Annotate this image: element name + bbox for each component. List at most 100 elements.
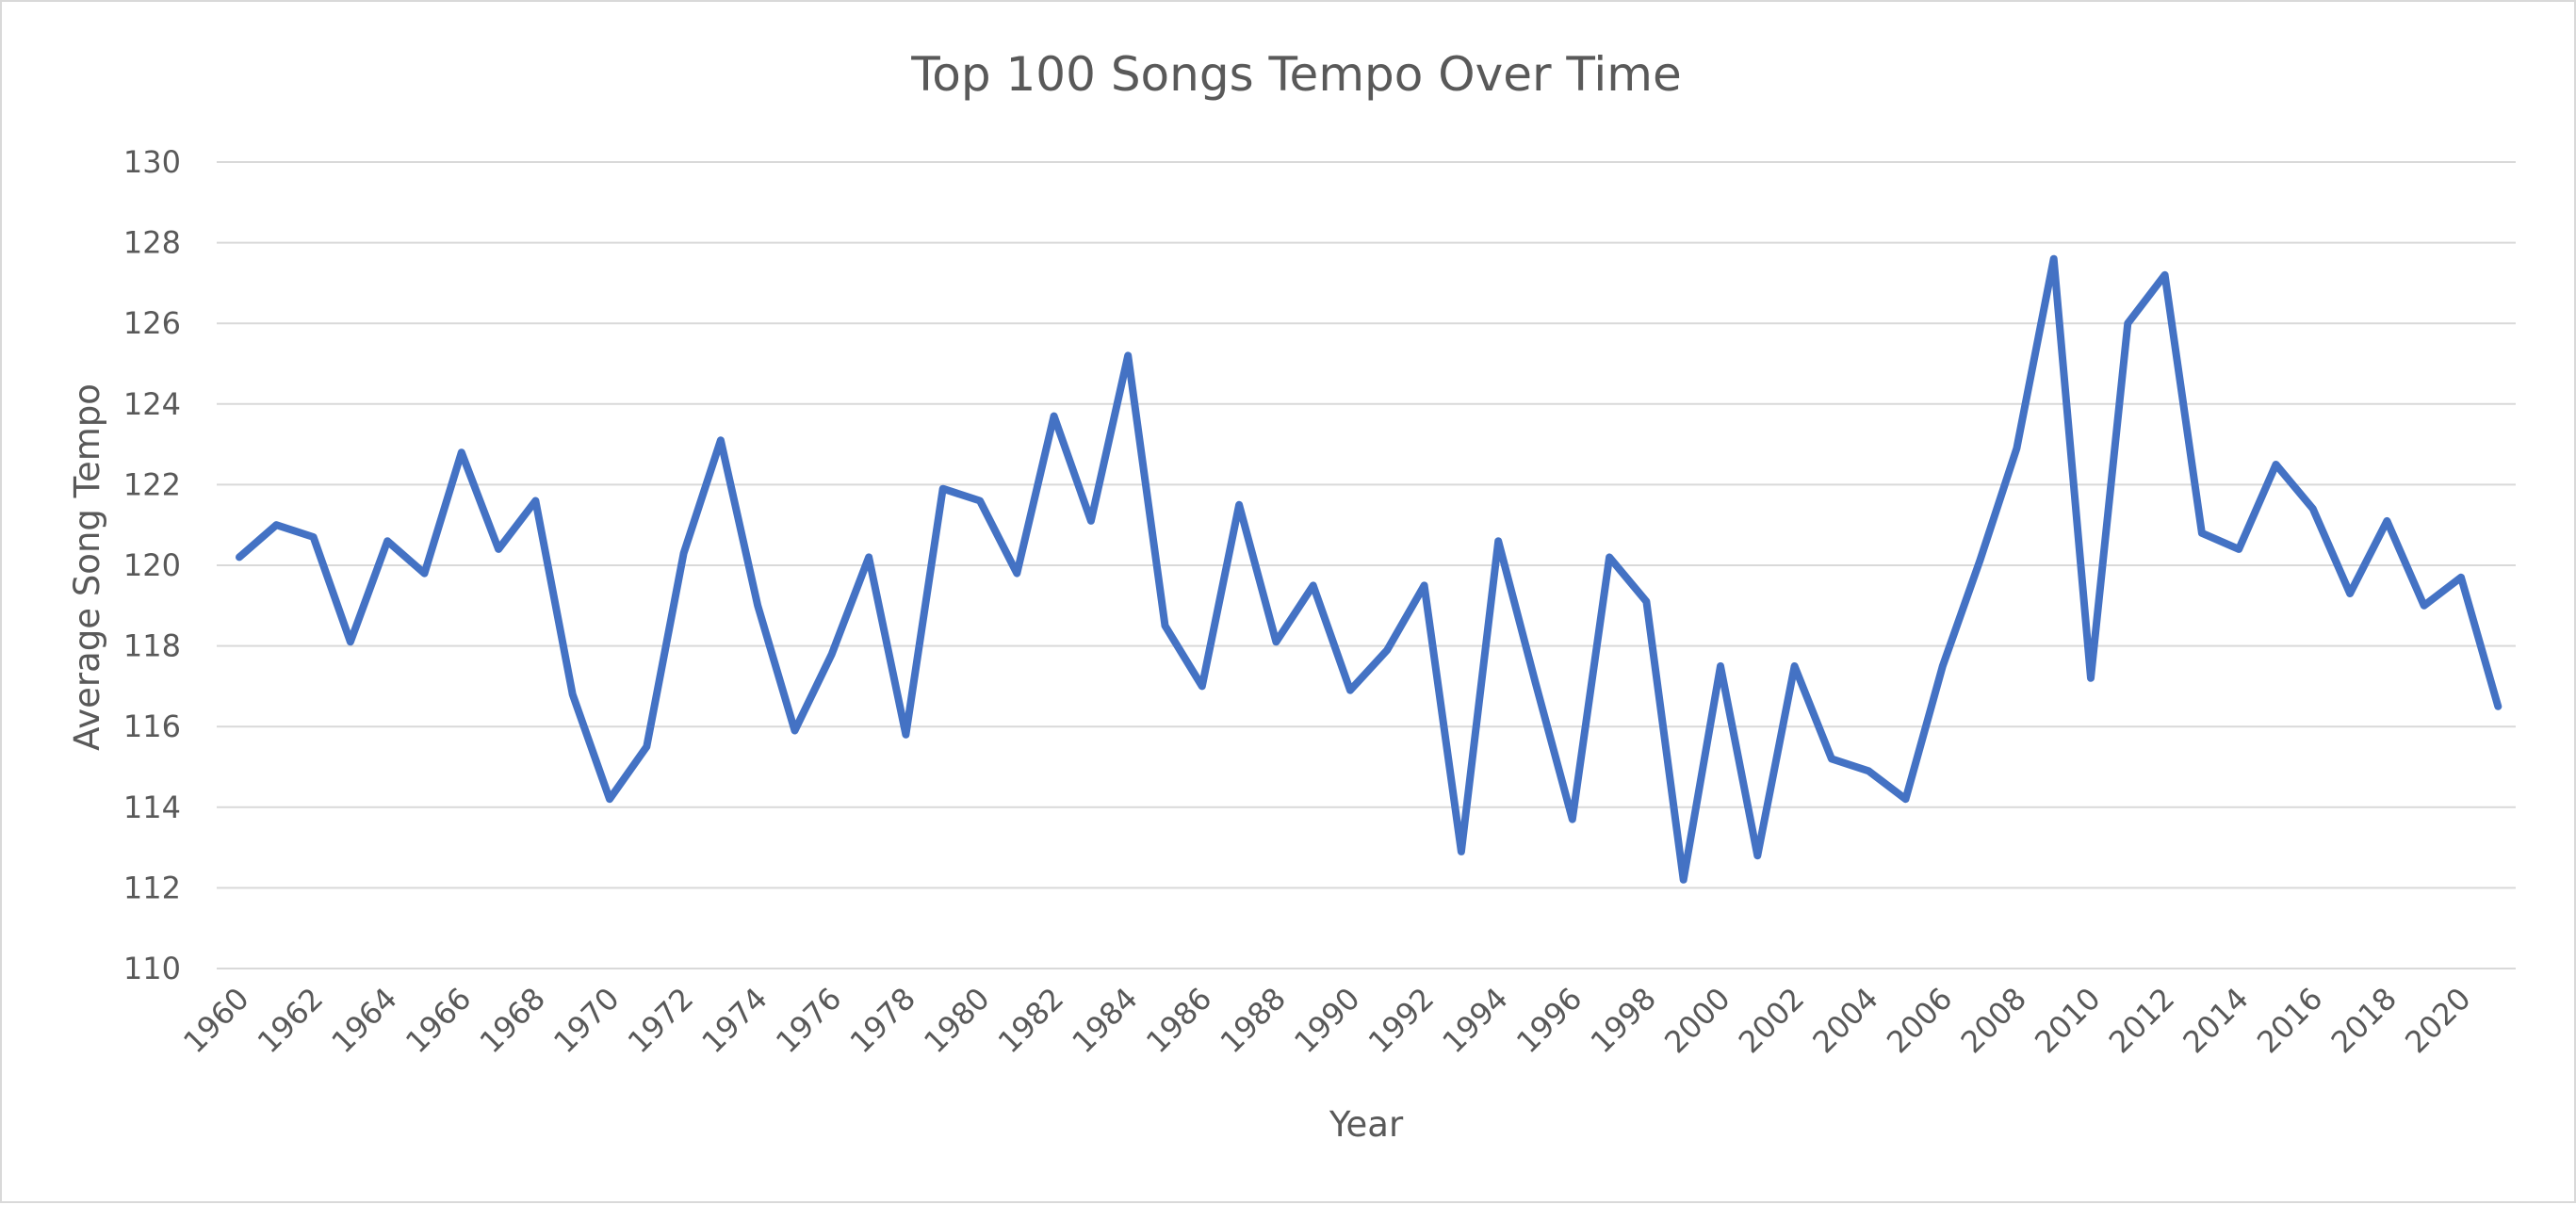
- x-tick-label: 2002: [1732, 981, 1811, 1060]
- data-point: [2235, 546, 2242, 553]
- data-point: [2013, 445, 2020, 452]
- y-tick-label: 116: [123, 708, 181, 744]
- x-tick-label: 1988: [1214, 981, 1293, 1060]
- data-point: [791, 727, 799, 735]
- data-point: [1124, 351, 1132, 359]
- x-tick-label: 2012: [2102, 981, 2181, 1060]
- x-tick-label: 2006: [1880, 981, 1959, 1060]
- data-point: [1235, 501, 1243, 509]
- data-point: [1162, 622, 1169, 629]
- data-point: [1051, 413, 1058, 420]
- y-axis-tick-labels: 110 112 114 116 118 120 122 124 126 128 130: [123, 144, 181, 986]
- x-tick-label: 2016: [2250, 981, 2329, 1060]
- data-point: [1421, 581, 1428, 589]
- data-point: [2457, 574, 2465, 581]
- gridlines: [217, 161, 2516, 969]
- data-point: [383, 537, 391, 545]
- data-point: [865, 553, 872, 561]
- x-tick-label: 1968: [473, 981, 552, 1060]
- data-point: [1865, 767, 1872, 774]
- data-point: [754, 602, 761, 610]
- data-point: [1494, 537, 1502, 545]
- x-tick-label: 1972: [621, 981, 700, 1060]
- x-tick-label: 1982: [991, 981, 1070, 1060]
- data-point: [2309, 505, 2317, 513]
- x-tick-label: 2004: [1805, 981, 1884, 1060]
- data-point: [1642, 598, 1650, 606]
- x-tick-label: 2014: [2176, 981, 2255, 1060]
- y-tick-label: 124: [123, 386, 181, 422]
- series-line: [236, 254, 2503, 884]
- data-point: [717, 436, 725, 444]
- data-point: [310, 533, 318, 541]
- data-point: [1198, 682, 1206, 690]
- y-tick-label: 128: [123, 225, 181, 261]
- x-tick-label: 1974: [694, 981, 774, 1060]
- x-tick-label: 1976: [769, 981, 848, 1060]
- data-point: [1606, 553, 1613, 561]
- series-layer: [236, 254, 2503, 884]
- data-point: [421, 570, 429, 578]
- y-tick-label: 114: [123, 790, 181, 825]
- data-point: [976, 497, 984, 505]
- data-point: [272, 521, 280, 529]
- x-tick-label: 1992: [1361, 981, 1441, 1060]
- y-axis-title: Average Song Tempo: [67, 383, 107, 751]
- x-tick-label: 1980: [917, 981, 996, 1060]
- x-tick-label: 1990: [1287, 981, 1366, 1060]
- data-point: [2050, 255, 2058, 263]
- data-point: [2124, 319, 2131, 327]
- x-axis-title: Year: [1329, 1104, 1404, 1145]
- data-point: [1680, 876, 1687, 884]
- x-tick-label: 2000: [1657, 981, 1736, 1060]
- data-point: [1976, 558, 1983, 565]
- y-tick-label: 110: [123, 951, 181, 986]
- x-tick-label: 1970: [546, 981, 626, 1060]
- data-point: [1346, 687, 1354, 694]
- data-point: [1828, 755, 1835, 762]
- x-tick-label: 1978: [843, 981, 922, 1060]
- x-tick-label: 1984: [1065, 981, 1144, 1060]
- data-point: [1717, 662, 1724, 670]
- data-point: [680, 549, 688, 557]
- data-point: [347, 638, 354, 645]
- data-point: [1013, 570, 1020, 578]
- x-tick-label: 1986: [1139, 981, 1218, 1060]
- data-point: [2161, 271, 2169, 279]
- chart-title: Top 100 Songs Tempo Over Time: [910, 47, 1682, 102]
- data-point: [2273, 461, 2280, 468]
- data-point: [828, 650, 836, 658]
- data-point: [1902, 795, 1910, 803]
- data-point: [1532, 678, 1540, 686]
- data-point: [606, 795, 613, 803]
- x-tick-label: 2010: [2028, 981, 2107, 1060]
- x-tick-label: 1996: [1509, 981, 1589, 1060]
- data-point: [236, 553, 243, 561]
- data-point: [2421, 602, 2428, 610]
- y-tick-label: 120: [123, 547, 181, 583]
- y-tick-label: 118: [123, 628, 181, 664]
- x-tick-label: 2008: [1954, 981, 2033, 1060]
- data-point: [1939, 662, 1947, 670]
- x-tick-label: 1998: [1584, 981, 1663, 1060]
- x-tick-label: 1994: [1435, 981, 1514, 1060]
- x-tick-label: 1964: [324, 981, 403, 1060]
- data-point: [458, 448, 465, 456]
- x-tick-label: 1962: [251, 981, 330, 1060]
- data-point: [1458, 848, 1465, 855]
- data-point: [1310, 581, 1317, 589]
- data-point: [1087, 517, 1095, 525]
- x-tick-label: 2020: [2398, 981, 2477, 1060]
- y-tick-label: 130: [123, 144, 181, 180]
- x-tick-label: 1960: [176, 981, 255, 1060]
- data-point: [2346, 590, 2354, 597]
- y-tick-label: 122: [123, 466, 181, 502]
- data-point: [1791, 662, 1799, 670]
- x-axis-tick-labels: 1960196219641966196819701972197419761978…: [176, 981, 2477, 1060]
- data-point: [643, 743, 650, 751]
- data-point: [1272, 638, 1280, 645]
- y-tick-label: 126: [123, 305, 181, 341]
- data-point: [495, 546, 502, 553]
